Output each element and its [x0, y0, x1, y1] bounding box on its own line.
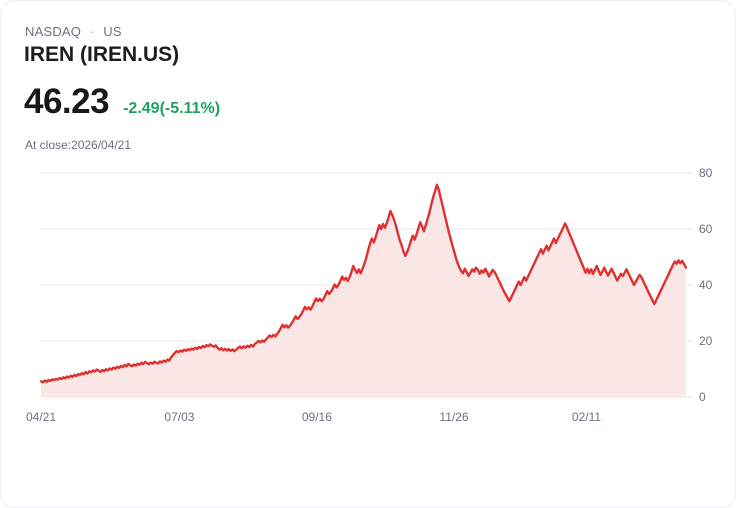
y-axis-tick-label: 0 — [699, 390, 706, 404]
last-price: 46.23 — [24, 82, 110, 121]
x-axis-tick-label: 07/03 — [164, 410, 194, 424]
meta-separator: · — [89, 24, 95, 39]
x-axis-labels: 04/21 07/03 09/16 11/26 02/11 — [26, 410, 601, 424]
price-change: -2.49(-5.11%) — [123, 100, 221, 117]
x-axis-tick-label: 04/21 — [26, 410, 56, 424]
exchange-name: NASDAQ — [25, 24, 82, 39]
y-axis-tick-label: 20 — [699, 334, 713, 348]
price-line — [39, 183, 688, 384]
y-axis-tick-label: 80 — [699, 166, 713, 180]
y-axis-labels: 0 20 40 60 80 — [699, 166, 713, 404]
y-axis-tick-label: 60 — [699, 222, 713, 236]
exchange-meta: NASDAQ · US — [25, 24, 122, 40]
price-chart[interactable]: 0 20 40 60 80 04/21 07/03 09/16 11/26 02/11 — [1, 161, 736, 461]
price-row: 46.23 -2.49(-5.11%) — [24, 81, 220, 123]
x-axis-tick-label: 09/16 — [302, 410, 332, 424]
x-axis-tick-label: 02/11 — [572, 410, 601, 424]
price-chart-svg[interactable]: 0 20 40 60 80 04/21 07/03 09/16 11/26 02/11 — [1, 161, 736, 461]
price-area-fill — [41, 184, 686, 397]
region-name: US — [103, 24, 122, 39]
market-status-note: At close:2026/04/21 — [25, 138, 132, 152]
y-axis-tick-label: 40 — [699, 278, 713, 292]
x-axis-tick-label: 11/26 — [439, 410, 468, 424]
page-title: IREN (IREN.US) — [24, 43, 180, 66]
